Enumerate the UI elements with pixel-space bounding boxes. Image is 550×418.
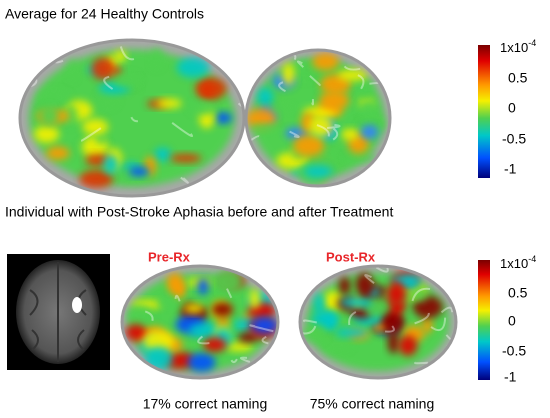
colorbar-tick: -0.5 <box>502 343 526 359</box>
colorbar-max: 1x10-4 <box>500 38 536 55</box>
lesion <box>72 297 82 313</box>
colorbar-tick: 0.5 <box>508 285 528 301</box>
colorbar <box>478 45 490 178</box>
activation-map <box>20 46 244 196</box>
colorbar-max: 1x10-4 <box>500 254 536 271</box>
colorbar-tick: -1 <box>504 369 517 385</box>
activation-map <box>122 266 278 376</box>
panel-label: Pre-Rx <box>148 249 191 264</box>
top-title: Average for 24 Healthy Controls <box>5 6 204 22</box>
colorbar-tick: 0.5 <box>508 70 528 86</box>
colorbar-tick: 0 <box>508 313 516 329</box>
activation-map <box>246 52 390 186</box>
bottom-title: Individual with Post-Stroke Aphasia befo… <box>5 204 393 220</box>
caption: 17% correct naming <box>143 396 268 412</box>
activation-map <box>300 266 456 372</box>
colorbar-tick: -0.5 <box>502 131 526 147</box>
colorbar-tick: -1 <box>504 161 517 177</box>
panel-label: Post-Rx <box>326 249 376 264</box>
colorbar <box>478 260 490 380</box>
caption: 75% correct naming <box>310 396 435 412</box>
colorbar-tick: 0 <box>508 100 516 116</box>
